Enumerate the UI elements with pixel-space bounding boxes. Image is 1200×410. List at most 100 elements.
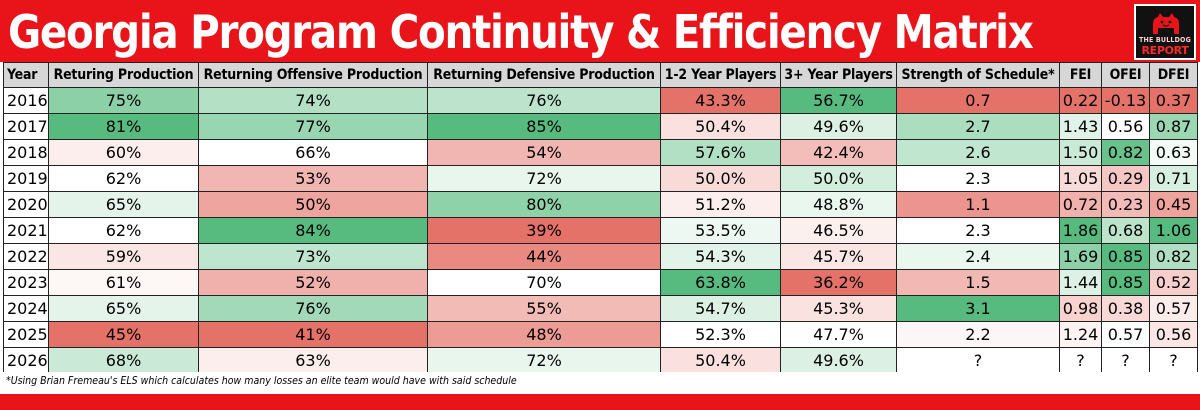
value-cell: 0.45 (1149, 191, 1198, 218)
value-cell: 2.2 (896, 321, 1060, 348)
value-cell: 52.3% (660, 321, 781, 348)
table-body: 2016 75% 74% 76% 43.3% 56.7% 0.7 0.22 -0.13 0.37 2… (3, 87, 1198, 374)
value-cell: ? (1101, 347, 1150, 374)
value-cell: 50.4% (660, 113, 781, 140)
value-cell: 45.7% (780, 243, 897, 270)
value-cell: 2.7 (896, 113, 1060, 140)
value-cell: 0.23 (1101, 191, 1150, 218)
value-cell: 0.85 (1101, 243, 1150, 270)
value-cell: 85% (427, 113, 661, 140)
table-row: 2018 60% 66% 54% 57.6% 42.4% 2.6 1.50 0.82 0.63 (3, 139, 1198, 166)
value-cell: 0.71 (1149, 165, 1198, 192)
column-header: Returing Production (48, 62, 199, 88)
value-cell: 41% (198, 321, 428, 348)
value-cell: 62% (48, 165, 199, 192)
value-cell: 54.3% (660, 243, 781, 270)
year-cell: 2024 (3, 295, 49, 322)
value-cell: 0.68 (1101, 217, 1150, 244)
year-cell: 2020 (3, 191, 49, 218)
value-cell: 54.7% (660, 295, 781, 322)
table-row: 2017 81% 77% 85% 50.4% 49.6% 2.7 1.43 0.56 0.87 (3, 113, 1198, 140)
table-row: 2021 62% 84% 39% 53.5% 46.5% 2.3 1.86 0.68 1.06 (3, 217, 1198, 244)
value-cell: 76% (198, 295, 428, 322)
value-cell: 45.3% (780, 295, 897, 322)
value-cell: 81% (48, 113, 199, 140)
matrix-table-container: Year Returing Production Returning Offensi… (0, 62, 1200, 374)
value-cell: 43.3% (660, 87, 781, 114)
value-cell: 1.1 (896, 191, 1060, 218)
value-cell: 47.7% (780, 321, 897, 348)
value-cell: 55% (427, 295, 661, 322)
value-cell: 36.2% (780, 269, 897, 296)
bulldog-icon (1153, 13, 1179, 34)
footnote-text: *Using Brian Fremeau's ELS which calcula… (6, 375, 517, 387)
year-cell: 2019 (3, 165, 49, 192)
value-cell: 0.56 (1101, 113, 1150, 140)
value-cell: 0.29 (1101, 165, 1150, 192)
value-cell: 0.57 (1149, 295, 1198, 322)
value-cell: 0.63 (1149, 139, 1198, 166)
value-cell: 50.0% (780, 165, 897, 192)
logo-text-bottom: REPORT (1141, 44, 1189, 57)
value-cell: 44% (427, 243, 661, 270)
value-cell: ? (1059, 347, 1102, 374)
column-header: Strength of Schedule* (896, 62, 1060, 88)
page-title: Georgia Program Continuity & Efficiency … (8, 5, 1034, 59)
value-cell: 45% (48, 321, 199, 348)
value-cell: 54% (427, 139, 661, 166)
year-cell: 2017 (3, 113, 49, 140)
value-cell: 0.85 (1101, 269, 1150, 296)
value-cell: 0.38 (1101, 295, 1150, 322)
table-row: 2025 45% 41% 48% 52.3% 47.7% 2.2 1.24 0.57 0.56 (3, 321, 1198, 348)
value-cell: 2.3 (896, 217, 1060, 244)
matrix-table: Year Returing Production Returning Offensi… (3, 62, 1198, 374)
column-header: 1-2 Year Players (660, 62, 781, 88)
footnote-bar: *Using Brian Fremeau's ELS which calcula… (0, 372, 1200, 394)
value-cell: 50.4% (660, 347, 781, 374)
logo-text-top: THE BULLDOG (1139, 36, 1191, 44)
value-cell: 1.50 (1059, 139, 1102, 166)
year-cell: 2016 (3, 87, 49, 114)
value-cell: 65% (48, 191, 199, 218)
value-cell: 57.6% (660, 139, 781, 166)
value-cell: 63.8% (660, 269, 781, 296)
column-header: DFEI (1149, 62, 1198, 88)
value-cell: 1.43 (1059, 113, 1102, 140)
column-header: 3+ Year Players (780, 62, 897, 88)
table-row: 2020 65% 50% 80% 51.2% 48.8% 1.1 0.72 0.23 0.45 (3, 191, 1198, 218)
value-cell: 0.56 (1149, 321, 1198, 348)
value-cell: 59% (48, 243, 199, 270)
value-cell: 72% (427, 347, 661, 374)
value-cell: 51.2% (660, 191, 781, 218)
value-cell: 0.82 (1101, 139, 1150, 166)
value-cell: 50.0% (660, 165, 781, 192)
title-bar: Georgia Program Continuity & Efficiency … (0, 0, 1200, 62)
value-cell: 70% (427, 269, 661, 296)
value-cell: 48% (427, 321, 661, 348)
value-cell: 1.86 (1059, 217, 1102, 244)
table-row: 2024 65% 76% 55% 54.7% 45.3% 3.1 0.98 0.38 0.57 (3, 295, 1198, 322)
value-cell: 0.72 (1059, 191, 1102, 218)
value-cell: 1.06 (1149, 217, 1198, 244)
year-cell: 2021 (3, 217, 49, 244)
value-cell: 60% (48, 139, 199, 166)
column-header: FEI (1059, 62, 1102, 88)
column-header: Returning Defensive Production (427, 62, 661, 88)
value-cell: 66% (198, 139, 428, 166)
value-cell: 53.5% (660, 217, 781, 244)
value-cell: 2.3 (896, 165, 1060, 192)
value-cell: 1.69 (1059, 243, 1102, 270)
value-cell: 0.57 (1101, 321, 1150, 348)
value-cell: 2.4 (896, 243, 1060, 270)
value-cell: 53% (198, 165, 428, 192)
value-cell: 73% (198, 243, 428, 270)
value-cell: 65% (48, 295, 199, 322)
year-cell: 2018 (3, 139, 49, 166)
value-cell: 62% (48, 217, 199, 244)
value-cell: 63% (198, 347, 428, 374)
value-cell: 48.8% (780, 191, 897, 218)
bulldog-report-logo: THE BULLDOG REPORT (1134, 4, 1196, 60)
value-cell: 52% (198, 269, 428, 296)
table-row: 2022 59% 73% 44% 54.3% 45.7% 2.4 1.69 0.85 0.82 (3, 243, 1198, 270)
table-row: 2023 61% 52% 70% 63.8% 36.2% 1.5 1.44 0.85 0.52 (3, 269, 1198, 296)
